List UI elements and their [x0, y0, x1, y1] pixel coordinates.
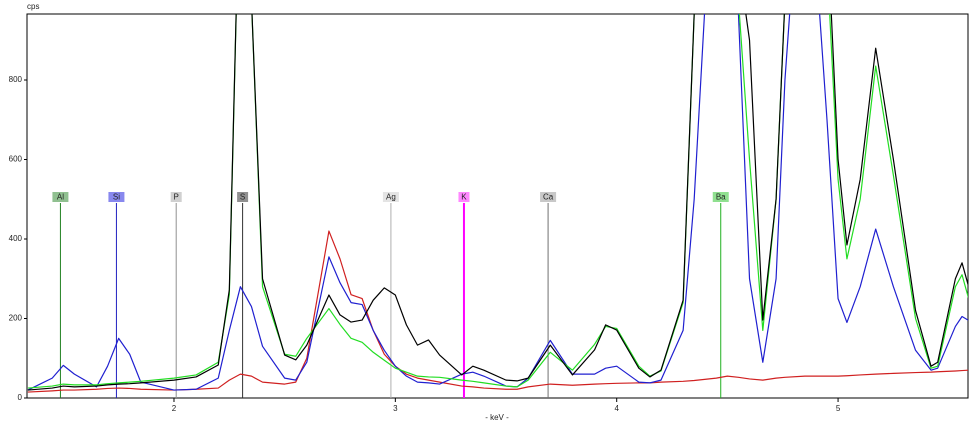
element-label-box — [712, 192, 729, 202]
element-label: Ca — [543, 193, 554, 202]
element-label-box — [170, 192, 182, 202]
x-axis-label: - keV - — [485, 413, 509, 422]
x-tick-label: 4 — [614, 404, 619, 413]
x-tick-label: 5 — [836, 404, 841, 413]
y-axis-label: cps — [27, 2, 39, 11]
element-label: Al — [57, 193, 64, 202]
element-label: K — [461, 193, 467, 202]
element-label-box — [52, 192, 69, 202]
element-label-box — [382, 192, 399, 202]
element-label: S — [240, 193, 245, 202]
y-tick-label: 200 — [9, 314, 23, 323]
element-label: P — [174, 193, 179, 202]
x-tick-label: 2 — [172, 404, 177, 413]
y-tick-label: 800 — [9, 75, 23, 84]
element-label: Ba — [716, 193, 726, 202]
spectrum-line — [27, 230, 968, 393]
plot-area: Al Si P S Ag K Ca Ba — [27, 14, 968, 398]
spectrum-line — [27, 14, 968, 391]
spectrum-line — [27, 14, 968, 389]
plot-frame — [26, 13, 969, 399]
element-label-box — [108, 192, 125, 202]
element-label-box — [540, 192, 557, 202]
element-label: Ag — [386, 193, 396, 202]
spectrum-line — [27, 14, 968, 391]
element-label-box — [458, 192, 470, 202]
x-tick-label: 3 — [393, 404, 398, 413]
y-tick-label: 400 — [9, 234, 23, 243]
element-label-box — [237, 192, 249, 202]
y-tick-label: 0 — [18, 393, 23, 402]
y-tick-label: 600 — [9, 155, 23, 164]
element-label: Si — [113, 193, 120, 202]
